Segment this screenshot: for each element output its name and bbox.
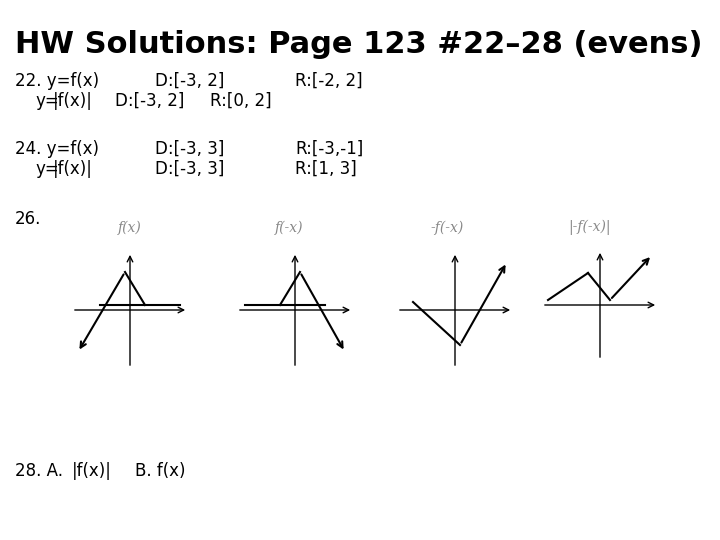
Text: R:[-3,-1]: R:[-3,-1] <box>295 140 364 158</box>
Text: y=: y= <box>35 160 59 178</box>
Text: 24. y=f(x): 24. y=f(x) <box>15 140 99 158</box>
Text: B. f(x): B. f(x) <box>135 462 186 480</box>
Text: |-f(-x)|: |-f(-x)| <box>568 220 611 235</box>
Text: D:[-3, 3]: D:[-3, 3] <box>155 160 225 178</box>
Text: 28. A.: 28. A. <box>15 462 63 480</box>
Text: -f(-x): -f(-x) <box>430 221 463 235</box>
Text: 26.: 26. <box>15 210 41 228</box>
Text: 22. y=f(x): 22. y=f(x) <box>15 72 99 90</box>
Text: D:[-3, 3]: D:[-3, 3] <box>155 140 225 158</box>
Text: |f(x)|: |f(x)| <box>72 462 112 480</box>
Text: R:[1, 3]: R:[1, 3] <box>295 160 356 178</box>
Text: f(x): f(x) <box>118 221 142 235</box>
Text: D:[-3, 2]: D:[-3, 2] <box>155 72 225 90</box>
Text: |f(x)|: |f(x)| <box>53 160 93 178</box>
Text: R:[-2, 2]: R:[-2, 2] <box>295 72 363 90</box>
Text: y=: y= <box>35 92 59 110</box>
Text: HW Solutions: Page 123 #22–28 (evens): HW Solutions: Page 123 #22–28 (evens) <box>15 30 703 59</box>
Text: |f(x)|: |f(x)| <box>53 92 93 110</box>
Text: D:[-3, 2]: D:[-3, 2] <box>115 92 184 110</box>
Text: f(-x): f(-x) <box>275 221 304 235</box>
Text: R:[0, 2]: R:[0, 2] <box>210 92 271 110</box>
